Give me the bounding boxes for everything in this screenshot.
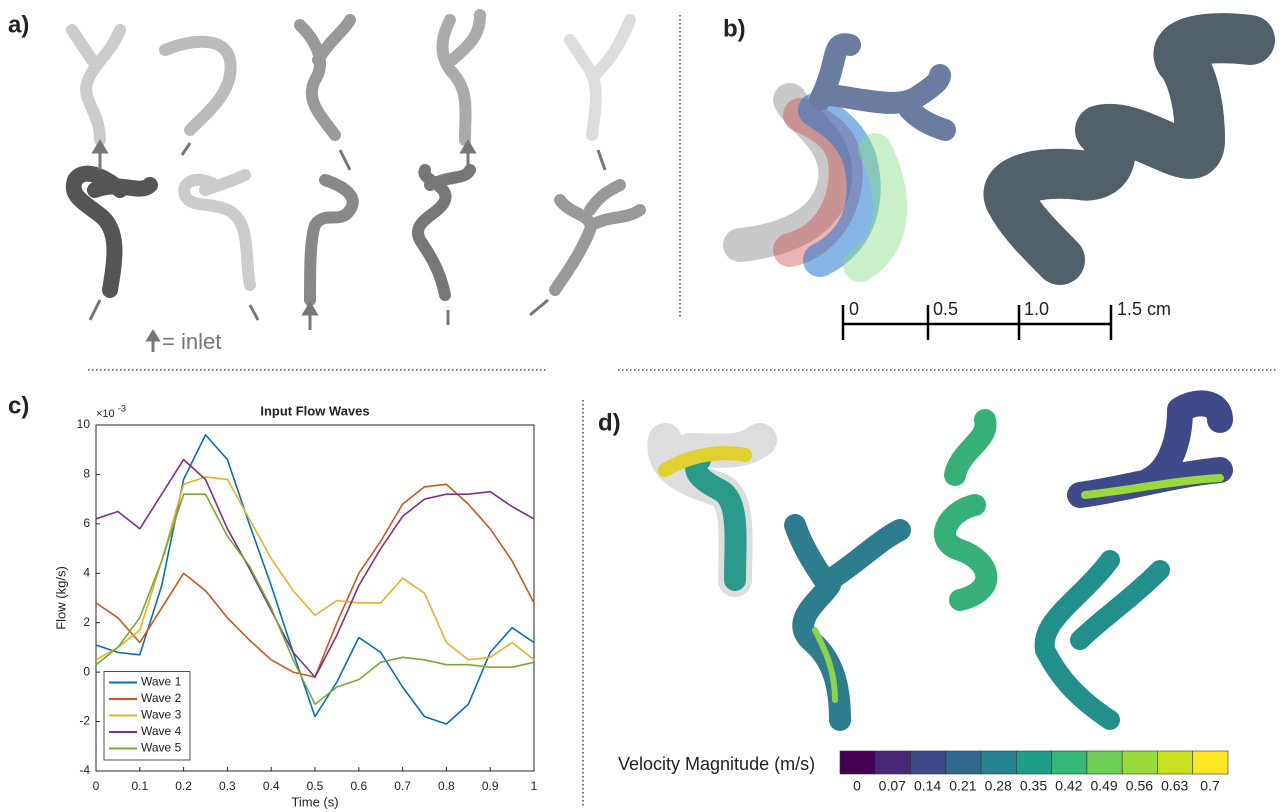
- x-tick-label: 0.1: [131, 779, 148, 793]
- panel-label: d): [598, 409, 621, 436]
- colorbar-label: Velocity Magnitude (m/s): [618, 754, 815, 774]
- colorbar-segment: [1157, 751, 1192, 774]
- legend-label: Wave 5: [141, 741, 182, 755]
- legend-label: Wave 2: [141, 691, 182, 705]
- scale-label: 1.0: [1024, 299, 1049, 319]
- legend-label: Wave 1: [141, 675, 182, 689]
- chart-title: Input Flow Waves: [260, 403, 369, 418]
- y-multiplier-exponent: -3: [118, 403, 126, 413]
- colorbar-tick-label: 0.35: [1020, 778, 1047, 794]
- x-axis-label: Time (s): [291, 794, 338, 809]
- colorbar-tick-label: 0.7: [1200, 778, 1220, 794]
- colorbar-tick-label: 0.49: [1090, 778, 1117, 794]
- velocity-models: [664, 403, 1220, 720]
- y-tick-label: -4: [79, 763, 90, 777]
- x-tick-label: 0.7: [394, 779, 411, 793]
- scale-label: 0: [849, 299, 859, 319]
- colorbar-segment: [1052, 751, 1087, 774]
- x-tick-label: 0.9: [482, 779, 499, 793]
- x-tick-label: 1: [531, 779, 538, 793]
- colorbar-segment: [875, 751, 910, 774]
- y-multiplier: ×10: [96, 408, 115, 420]
- x-tick-label: 0.4: [263, 779, 280, 793]
- colorbar-tick-label: 0.28: [985, 778, 1012, 794]
- y-tick-label: 2: [83, 615, 90, 629]
- x-tick-label: 0.8: [438, 779, 455, 793]
- vessel-models: [72, 15, 640, 300]
- y-tick-label: 4: [83, 565, 90, 579]
- y-tick-label: 0: [83, 664, 90, 678]
- colorbar-tick-label: 0.14: [914, 778, 941, 794]
- legend-label: Wave 4: [141, 724, 182, 738]
- legend: Wave 1 Wave 2 Wave 3 Wave 4 Wave 5: [104, 672, 190, 761]
- legend-label: Wave 3: [141, 708, 182, 722]
- inlet-arrows: [90, 142, 605, 352]
- colorbar-segment: [911, 751, 946, 774]
- x-tick-label: 0.3: [219, 779, 236, 793]
- x-tick-label: 0.6: [350, 779, 367, 793]
- x-tick-label: 0: [93, 779, 100, 793]
- colorbar-tick-label: 0.21: [949, 778, 976, 794]
- y-tick-label: 6: [83, 516, 90, 530]
- y-tick-label: 10: [77, 417, 91, 431]
- colorbar-tick-label: 0.07: [879, 778, 906, 794]
- scale-label: 0.5: [933, 299, 958, 319]
- vessel-overlay: [740, 38, 1250, 265]
- colorbar-tick-label: 0.56: [1126, 778, 1153, 794]
- inlet-legend: = inlet: [162, 329, 221, 354]
- colorbar-segment: [946, 751, 981, 774]
- colorbar-tick-label: 0.63: [1161, 778, 1188, 794]
- y-tick-label: -2: [79, 714, 90, 728]
- panel-label: c): [8, 392, 29, 419]
- colorbar-tick-label: 0: [853, 778, 861, 794]
- colorbar-segment: [1122, 751, 1157, 774]
- y-axis-label: Flow (kg/s): [53, 566, 68, 630]
- panel-label: b): [723, 15, 746, 42]
- figure: a) b) c) d) = inlet: [0, 0, 1282, 812]
- scale-bar: [843, 305, 1111, 340]
- colorbar-segment: [1087, 751, 1122, 774]
- colorbar-segment: [840, 751, 875, 774]
- colorbar-segment: [1016, 751, 1051, 774]
- colorbar-segment: [1193, 751, 1228, 774]
- x-tick-label: 0.2: [175, 779, 192, 793]
- scale-label: 1.5 cm: [1117, 299, 1171, 319]
- y-tick-label: 8: [83, 467, 90, 481]
- panel-label: a): [8, 11, 29, 38]
- x-tick-label: 0.5: [307, 779, 324, 793]
- colorbar-segment: [981, 751, 1016, 774]
- colorbar-tick-label: 0.42: [1055, 778, 1082, 794]
